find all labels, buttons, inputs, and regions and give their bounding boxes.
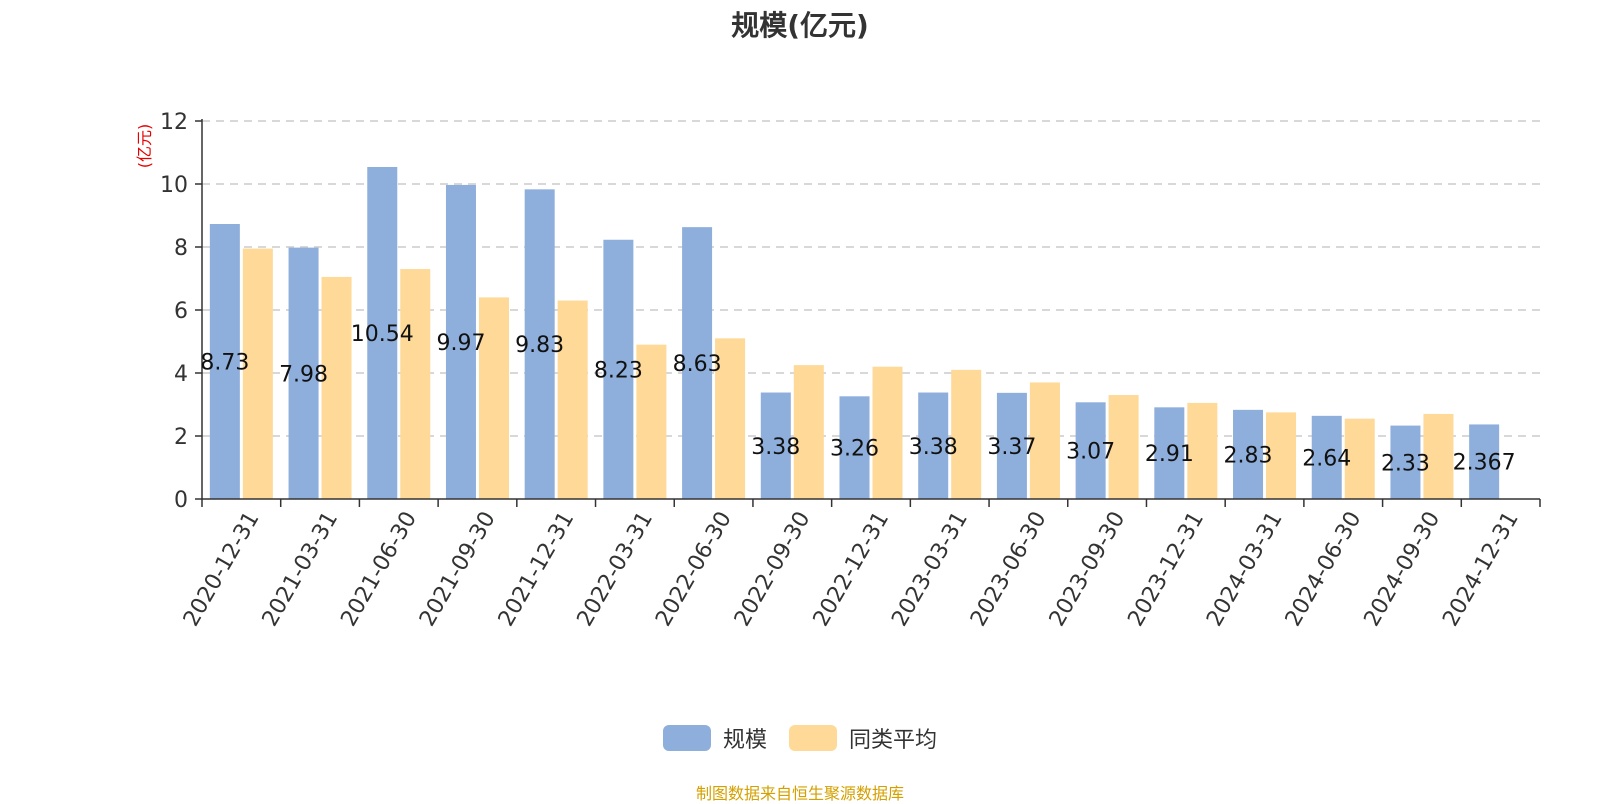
bar-peer-average: [872, 366, 903, 499]
x-tick-label: 2022-12-31: [809, 508, 895, 631]
x-tick-label: 2022-09-30: [730, 508, 816, 631]
bar-scale: [288, 247, 319, 499]
data-label: 8.23: [594, 358, 643, 383]
bar-peer-average: [478, 297, 509, 499]
data-label: 8.73: [200, 351, 249, 376]
bar-scale: [839, 396, 870, 499]
bar-peer-average: [951, 369, 982, 499]
x-tick-label: 2022-06-30: [651, 508, 737, 631]
x-tick-label: 2024-09-30: [1360, 508, 1446, 631]
bar-scale: [1154, 407, 1185, 499]
bar-scale: [209, 224, 240, 499]
bar-peer-average: [400, 269, 431, 499]
data-label: 2.91: [1145, 442, 1194, 467]
x-tick-label: 2023-03-31: [887, 508, 973, 631]
legend-swatch-peer-average: [789, 725, 837, 751]
bar-scale: [1390, 425, 1421, 499]
bar-scale: [1233, 409, 1264, 499]
x-tick-label: 2024-03-31: [1202, 508, 1288, 631]
bar-peer-average: [793, 365, 824, 499]
bar-peer-average: [321, 276, 352, 499]
bar-scale: [918, 392, 949, 499]
bar-peer-average: [1344, 418, 1375, 499]
data-label: 7.98: [279, 362, 328, 387]
bar-peer-average: [636, 344, 667, 499]
x-tick-label: 2024-06-30: [1281, 508, 1367, 631]
source-note: 制图数据来自恒生聚源数据库: [695, 784, 904, 803]
data-label: 3.37: [987, 435, 1036, 460]
bar-peer-average: [557, 300, 588, 499]
x-tick-label: 2021-06-30: [336, 508, 422, 631]
data-label: 9.97: [436, 331, 485, 356]
bar-scale: [1075, 402, 1106, 499]
bar-peer-average: [1029, 382, 1060, 499]
bar-scale: [760, 392, 791, 499]
legend: 规模 同类平均: [0, 722, 1600, 754]
data-label: 2.64: [1302, 446, 1351, 471]
y-axis-label: (亿元): [135, 124, 154, 169]
data-label: 10.54: [351, 322, 414, 347]
bar-peer-average: [1187, 402, 1218, 499]
y-tick-label: 4: [174, 362, 188, 387]
bar-scale: [682, 227, 713, 499]
bar-peer-average: [1108, 395, 1139, 499]
x-tick-label: 2023-09-30: [1045, 508, 1131, 631]
data-label: 8.63: [673, 352, 722, 377]
x-tick-label: 2021-12-31: [494, 508, 580, 631]
data-label: 3.38: [909, 435, 958, 460]
data-label: 2.367: [1453, 451, 1516, 476]
x-tick-label: 2023-06-30: [966, 508, 1052, 631]
data-label: 2.33: [1381, 451, 1430, 476]
bar-scale: [1311, 415, 1342, 499]
y-tick-label: 0: [174, 488, 188, 513]
x-tick-label: 2023-12-31: [1123, 508, 1209, 631]
bar-scale: [1469, 424, 1500, 499]
x-tick-label: 2021-09-30: [415, 508, 501, 631]
bar-peer-average: [1423, 413, 1454, 499]
bar-scale: [445, 184, 476, 499]
bar-scale: [996, 392, 1027, 499]
data-label: 9.83: [515, 333, 564, 358]
y-tick-label: 12: [160, 110, 188, 135]
y-tick-label: 6: [174, 299, 188, 324]
data-label: 3.26: [830, 437, 879, 462]
legend-item-peer-average[interactable]: 同类平均: [789, 722, 937, 754]
legend-item-scale[interactable]: 规模: [662, 722, 767, 754]
x-tick-label: 2024-12-31: [1438, 508, 1524, 631]
x-tick-label: 2020-12-31: [179, 508, 265, 631]
bar-scale: [524, 189, 555, 500]
data-label: 3.38: [751, 435, 800, 460]
legend-swatch-scale: [662, 725, 711, 751]
y-tick-label: 2: [174, 425, 188, 450]
chart-title: 规模(亿元): [731, 9, 869, 42]
bar-peer-average: [242, 248, 273, 499]
bar-peer-average: [1266, 412, 1297, 499]
x-tick-label: 2021-03-31: [258, 508, 344, 631]
data-label: 2.83: [1224, 443, 1273, 468]
bars: [209, 166, 1500, 500]
data-labels: 8.73 7.98 10.54 9.97 9.83 8.23 8.63 3.38 3.26 3.3…: [200, 322, 1515, 476]
bar-scale: [603, 239, 634, 499]
legend-label-scale: 规模: [722, 728, 767, 753]
legend-label-peer-average: 同类平均: [849, 728, 938, 753]
data-label: 3.07: [1066, 440, 1115, 465]
x-tick-label: 2022-03-31: [572, 508, 658, 631]
bar-peer-average: [715, 338, 746, 499]
y-tick-label: 8: [174, 236, 188, 261]
bar-scale: [367, 166, 398, 500]
y-tick-label: 10: [160, 173, 188, 198]
